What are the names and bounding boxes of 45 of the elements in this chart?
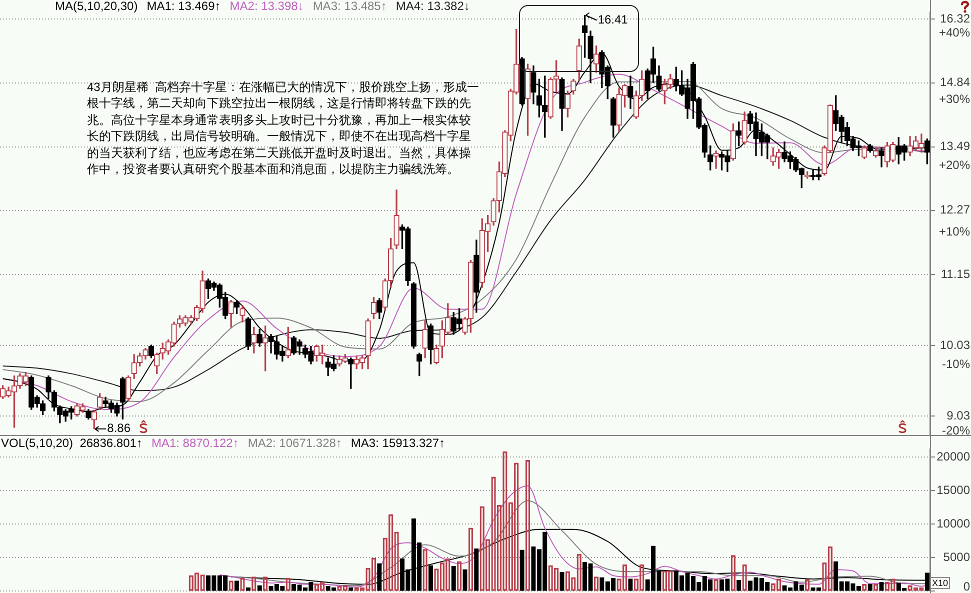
y2-tick-label: -20%: [942, 423, 970, 438]
annotation: 8.86: [107, 421, 131, 436]
legend-title: VOL(5,10,20) 26836.801↑: [1, 436, 142, 450]
annotation: 16.41: [598, 12, 628, 27]
y-tick-label: 11.15: [940, 266, 970, 281]
text: MA4: 13.382↓: [396, 0, 470, 13]
annotation: 43月朗星稀 高档弃十字星：在涨幅已大的情况下，股价跳空上扬，形成一根十字线，第二天却向下跳空拉出一根阴线，这是行情即将转盘下跌的先兆。高位十字星本身通常表明多头上攻时已十分犹豫，再加上一根实体较长的下跌阴线，出局信号较明确。一般情况下，即使不在出现高档十字星的当天获利了结，也应考虑在第二天跳低开盘时及时退出。当然，具体操作中，投资者要认真研究个股基本面和消息面，以提防主力骗线洗筹。: [87, 79, 480, 178]
bar: [451, 566, 456, 591]
y2-tick-label: +30%: [938, 92, 970, 106]
y-tick-label: 0: [963, 579, 970, 593]
y2-tick-label: +10%: [938, 224, 970, 238]
text: MA1: 13.469↑: [146, 0, 221, 13]
bar: [234, 580, 240, 591]
y-tick-label: 14.84: [940, 75, 970, 90]
bar: [708, 579, 713, 591]
y-tick-label: 20000: [936, 449, 970, 464]
bar: [736, 580, 742, 591]
y2-tick-label: -10%: [942, 357, 970, 372]
bar: [520, 550, 524, 591]
bar: [611, 578, 616, 591]
y2-tick-label: +40%: [938, 26, 970, 40]
y-tick-label: 9.03: [946, 408, 970, 422]
text: MA2: 10671.328↑: [248, 436, 342, 450]
text: MA3: 15913.327↑: [350, 436, 445, 450]
text: MA1: 8870.122↑: [151, 436, 239, 450]
y-tick-label: 10.03: [940, 338, 970, 352]
y-tick-label: 5000: [943, 550, 970, 564]
y2-tick-label: +20%: [938, 158, 970, 172]
y-tick-label: 16.32: [940, 11, 970, 26]
y-tick-label: 13.49: [940, 139, 970, 154]
text: MA3: 13.485↑: [312, 0, 387, 13]
text: MA2: 13.398↓: [230, 0, 304, 13]
candlestick: [713, 150, 719, 169]
line-series: [219, 485, 928, 588]
bar: [560, 572, 564, 591]
y-tick-label: 12.27: [940, 202, 970, 217]
bar: [223, 575, 228, 591]
y-tick-label: 15000: [936, 482, 970, 497]
y-tick-label: 10000: [936, 516, 970, 530]
bar: [628, 578, 633, 591]
legend-title: MA(5,10,20,30): [55, 0, 138, 13]
bar: [462, 569, 468, 591]
text: X10: [930, 577, 950, 589]
line-series: [219, 500, 928, 586]
bar: [879, 582, 884, 591]
